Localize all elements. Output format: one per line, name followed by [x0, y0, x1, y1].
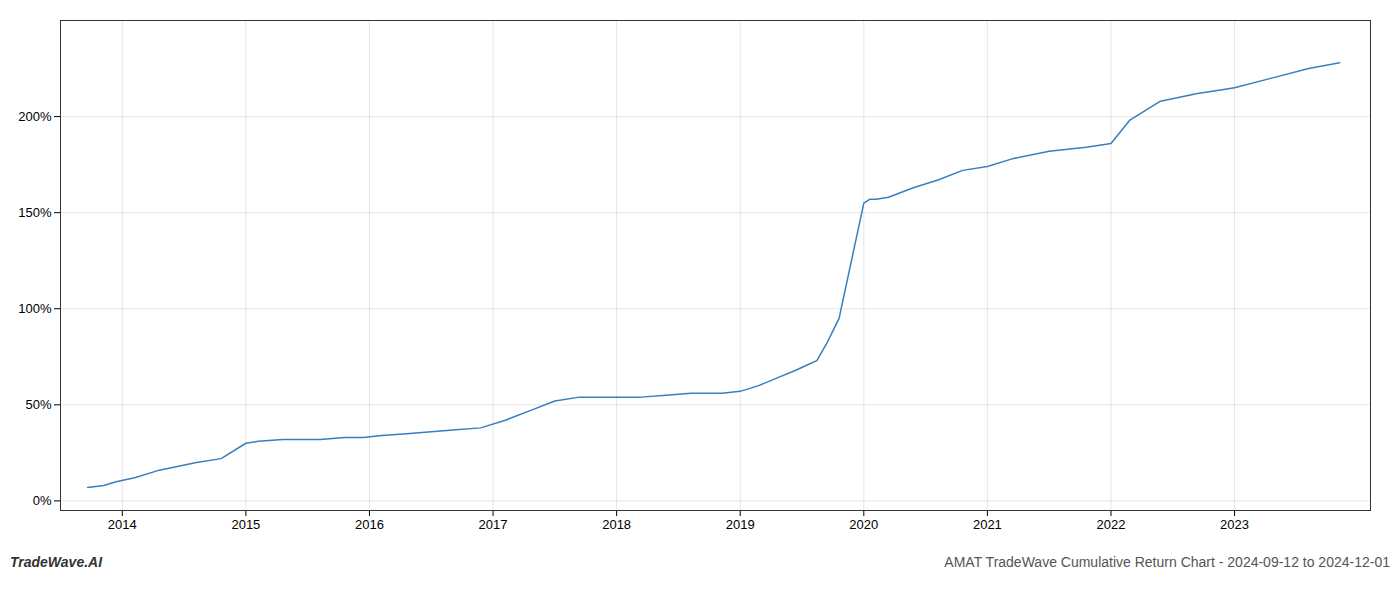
svg-text:0%: 0% — [33, 493, 52, 508]
svg-text:100%: 100% — [18, 301, 52, 316]
svg-text:150%: 150% — [18, 205, 52, 220]
svg-text:2017: 2017 — [479, 517, 508, 532]
svg-text:2023: 2023 — [1220, 517, 1249, 532]
svg-text:2021: 2021 — [973, 517, 1002, 532]
svg-text:2014: 2014 — [108, 517, 137, 532]
html-text:AMAT TradeWave Cumulative Retu: AMAT TradeWave Cumulative Return Chart -… — [944, 554, 1390, 570]
svg-text:2022: 2022 — [1097, 517, 1126, 532]
svg-text:2016: 2016 — [355, 517, 384, 532]
svg-text:2018: 2018 — [602, 517, 631, 532]
svg-text:2015: 2015 — [231, 517, 260, 532]
svg-text:200%: 200% — [18, 109, 52, 124]
svg-text:50%: 50% — [25, 397, 51, 412]
svg-text:2019: 2019 — [726, 517, 755, 532]
svg-text:2020: 2020 — [849, 517, 878, 532]
html-text:TradeWave.AI: TradeWave.AI — [10, 554, 103, 570]
